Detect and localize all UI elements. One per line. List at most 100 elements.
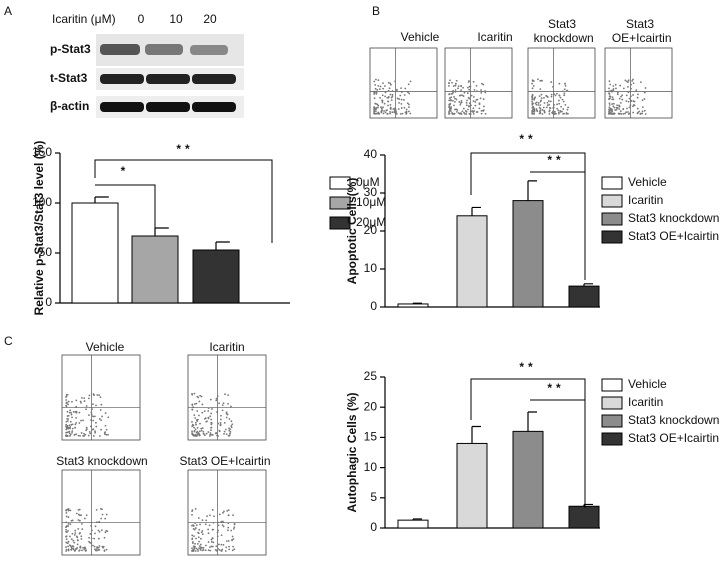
dot [548,110,551,113]
dot [216,535,219,538]
dot [193,426,195,429]
dot [472,100,475,102]
dot [546,104,549,107]
legend-swatch [329,196,351,210]
dot [104,412,107,415]
dot [107,416,110,419]
dot [641,106,644,109]
dot [209,549,212,552]
dot [209,398,212,401]
dot [531,94,534,97]
dot [73,433,76,436]
dot [478,107,481,110]
dot [539,88,542,90]
dot [70,538,73,541]
dot [540,79,542,82]
dot [210,429,212,432]
dot [394,80,397,83]
dot [81,528,84,531]
dot [620,113,623,115]
dot [532,85,535,87]
dot [553,93,555,96]
dot [540,97,543,99]
dot [99,409,102,411]
dot [78,422,81,424]
dot [77,527,80,530]
dot [217,543,220,546]
dot [194,542,196,545]
y-tick-label: 20 [364,399,378,413]
dot [206,420,208,423]
dot [202,547,205,549]
dot [67,426,70,429]
dot [387,81,390,84]
dot [70,519,73,522]
dot [197,550,200,552]
dot [72,545,75,548]
flow-title: Vehicle [86,340,125,354]
dot [408,103,410,106]
legend-label: 0μM [356,175,380,189]
dot [226,529,229,532]
dot [230,405,232,408]
dot [535,109,538,112]
dot [228,548,231,551]
dot [85,549,88,552]
dot [65,535,68,538]
dot [558,102,561,105]
dot [458,100,461,103]
flow-title: Vehicle [401,30,440,44]
significance-mark: * [121,164,130,178]
dot [98,520,101,523]
dot [381,94,384,97]
dot [451,92,454,95]
dot [563,92,566,95]
dot [616,104,619,107]
dot [80,514,83,517]
dot [567,106,569,109]
dot [81,522,83,525]
dot [383,110,385,112]
dot [373,108,376,111]
dot [209,433,212,436]
dot [400,91,403,94]
dot [395,111,398,113]
dot [65,521,68,524]
dot [191,425,194,428]
dot [632,111,635,114]
y-tick-label: 0 [370,520,377,534]
dot [619,110,622,113]
dot [611,103,614,105]
dot [92,393,95,395]
dot [480,110,483,112]
dot [468,80,470,82]
dot [644,113,647,115]
dot [376,106,379,109]
dot [558,94,561,97]
dot [91,544,94,547]
dot [224,550,227,552]
dot [199,537,202,540]
dot [103,431,106,434]
dot [206,515,209,518]
plot-frame [187,354,267,441]
legend-swatch [601,378,623,392]
dot [95,404,97,407]
dot [398,102,400,104]
dot [227,514,230,517]
dot [637,93,639,96]
dot [615,108,618,111]
dot [538,112,541,115]
dot [194,508,197,510]
dot [221,404,224,407]
dot [533,109,536,112]
dot [208,524,211,527]
dot [215,545,218,548]
dot [472,112,475,115]
dot [233,526,236,529]
dot [643,98,646,100]
dot [566,108,569,111]
dot [94,532,96,535]
dot [89,533,92,535]
dot [65,404,68,407]
